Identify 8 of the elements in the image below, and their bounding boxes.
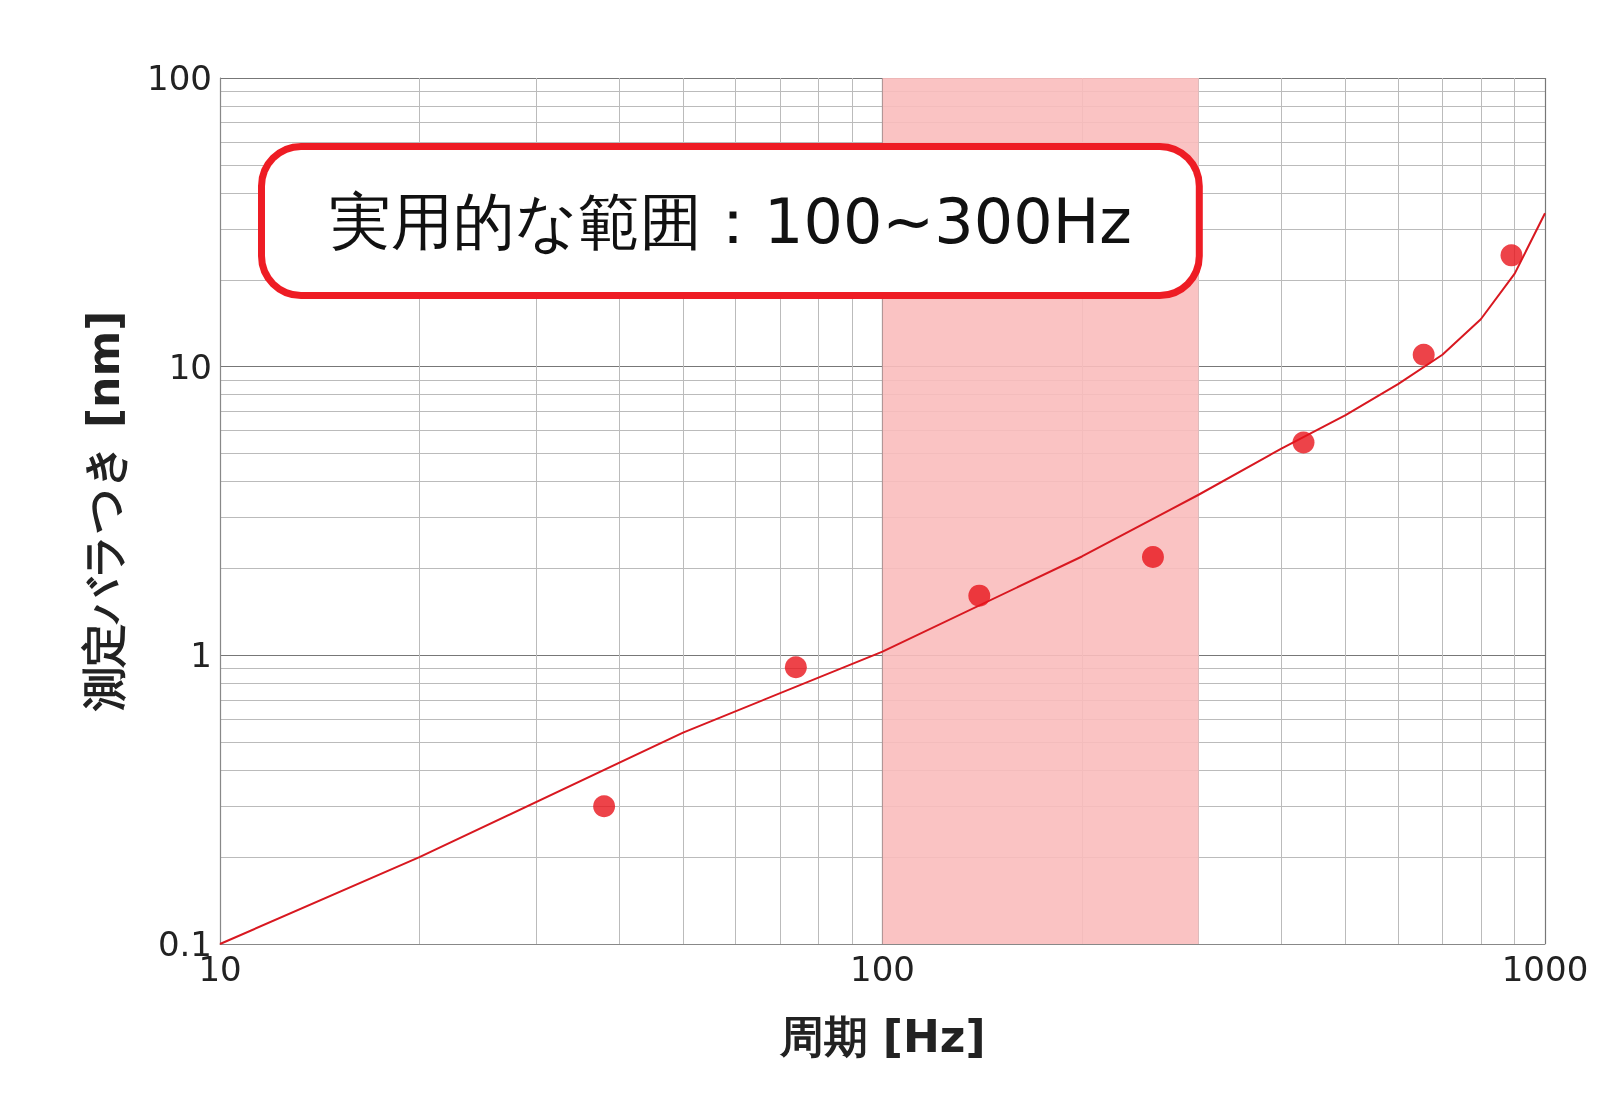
x-tick-label: 100 [850, 949, 915, 989]
x-tick-label: 1000 [1501, 949, 1589, 989]
y-tick-label: 1 [190, 635, 212, 676]
x-axis-title: 周期 [Hz] [778, 1010, 986, 1062]
y-tick-label: 100 [147, 58, 212, 98]
annotation: 実用的な範囲：100~300Hz [329, 184, 1132, 258]
y-axis-title: 測定バラつき [nm] [77, 310, 129, 713]
y-tick-label: 10 [168, 346, 212, 387]
